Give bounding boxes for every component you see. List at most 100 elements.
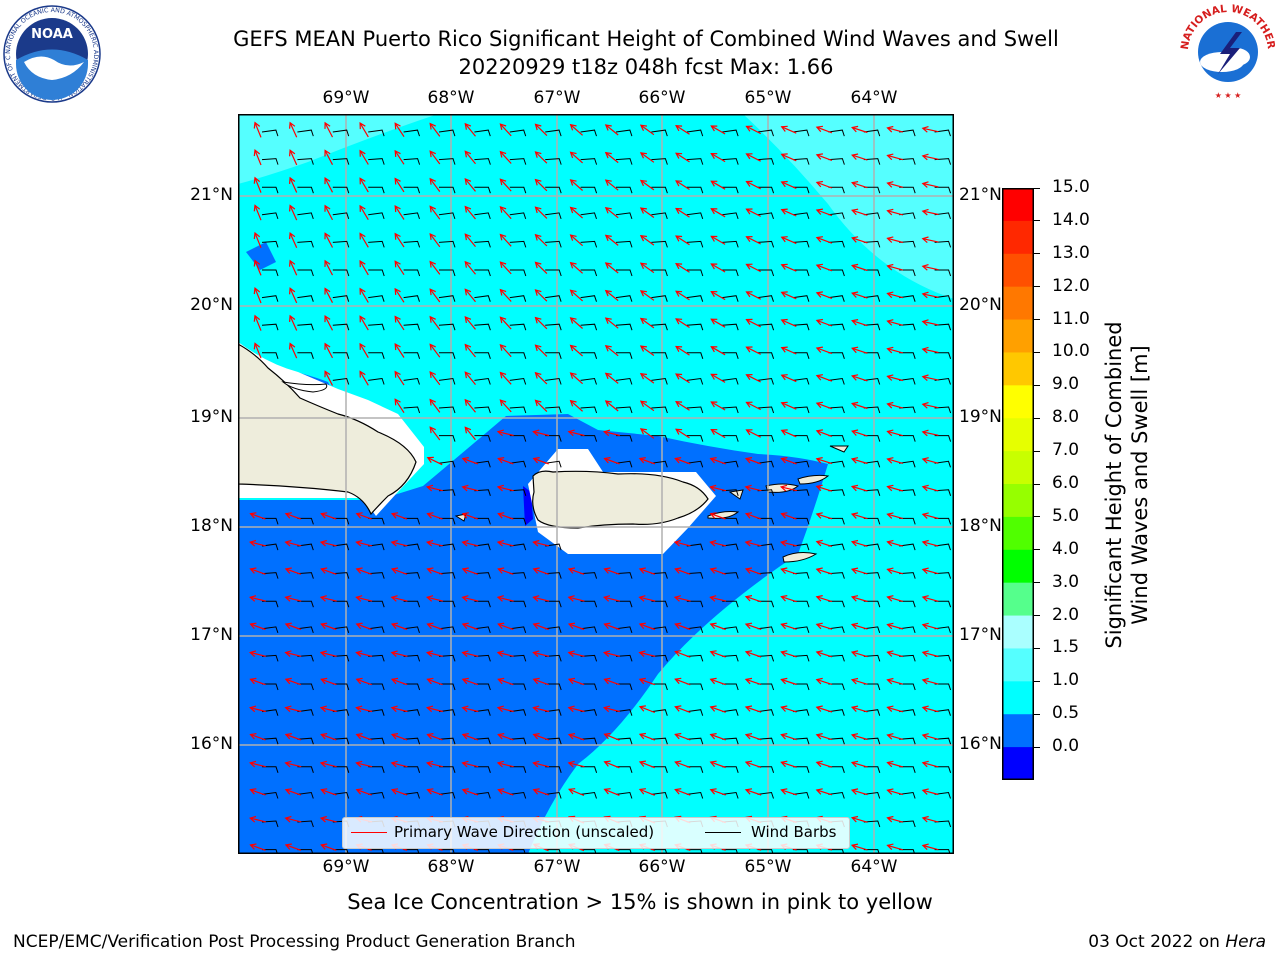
wind-barb [863, 240, 881, 248]
wave-direction-swatch [351, 832, 387, 833]
wave-direction-arrow [852, 237, 868, 244]
wave-direction-arrow [922, 624, 939, 630]
wind-barb [438, 737, 456, 745]
wave-direction-arrowhead [499, 288, 507, 296]
wind-barb [615, 377, 633, 385]
wind-barb [722, 654, 739, 662]
wind-barb [792, 654, 810, 662]
wind-barb [545, 435, 562, 442]
wave-direction-arrowhead [253, 121, 261, 129]
wave-direction-arrow [533, 596, 550, 602]
wind-barb [403, 186, 421, 194]
wave-direction-arrow [922, 679, 939, 685]
wind-barb [438, 212, 456, 220]
wave-direction-arrowhead [886, 567, 894, 575]
wave-direction-arrowhead [249, 733, 257, 740]
wave-direction-arrowhead [780, 705, 788, 712]
wave-direction-arrowhead [850, 567, 859, 575]
colorbar-tick-label: 14.0 [1052, 209, 1090, 230]
wave-direction-arrow [639, 596, 656, 602]
wind-barb [899, 572, 916, 579]
wave-direction-arrowhead [850, 843, 859, 851]
wave-direction-arrowhead [532, 429, 540, 437]
wave-direction-arrowhead [639, 372, 647, 380]
wind-barb [757, 460, 774, 468]
wave-direction-arrow [887, 486, 904, 492]
wave-direction-arrowhead [324, 232, 331, 240]
wind-barb [474, 572, 491, 579]
wave-direction-arrowhead [534, 316, 542, 324]
wave-direction-arrow [429, 178, 441, 192]
wave-direction-arrow [535, 151, 548, 164]
wind-barb [580, 323, 598, 331]
wave-direction-arrow [462, 678, 479, 686]
wave-direction-arrow [922, 486, 939, 492]
wind-barb [863, 543, 881, 551]
wind-barb [651, 683, 668, 691]
wind-barb [580, 766, 598, 773]
wind-barb [757, 626, 774, 634]
colorbar-tick-mark [1034, 319, 1040, 321]
noaa-logo: NATIONAL OCEANIC AND ATMOSPHERIC ADMINIS… [2, 4, 101, 103]
wind-barb [403, 543, 420, 551]
wave-direction-arrowhead [289, 231, 296, 240]
wave-direction-arrowhead [850, 512, 859, 519]
wind-barb [934, 709, 951, 716]
wave-direction-arrow [289, 343, 298, 359]
wave-direction-arrowhead [461, 512, 469, 519]
wave-direction-arrowhead [390, 788, 399, 795]
wind-barb [651, 295, 668, 302]
wind-barb [899, 323, 916, 331]
wind-barb [934, 791, 951, 799]
wave-direction-arrowhead [744, 484, 752, 492]
wave-direction-arrowhead [886, 125, 894, 133]
wave-direction-arrowhead [851, 181, 859, 188]
wave-direction-arrow [464, 261, 476, 275]
wave-direction-arrowhead [320, 733, 328, 740]
wave-direction-arrow [781, 596, 797, 603]
wave-direction-arrowhead [429, 370, 436, 378]
wind-barbs [261, 129, 952, 854]
wave-direction-arrow [250, 651, 266, 657]
wind-barb [509, 626, 527, 634]
chart-title: GEFS MEAN Puerto Rico Significant Height… [233, 27, 1059, 51]
wave-direction-arrowhead [710, 125, 718, 132]
wave-direction-arrowhead [464, 233, 472, 241]
wave-direction-arrowhead [355, 622, 363, 629]
wave-direction-arrow [851, 485, 868, 492]
wind-barb [651, 186, 668, 194]
wind-barb [368, 129, 385, 137]
wave-direction-arrow [604, 761, 620, 769]
wind-barb [792, 323, 810, 331]
wave-direction-arrowhead [426, 733, 434, 740]
colorbar-tick-label: 15.0 [1052, 177, 1090, 197]
wave-direction-arrowhead [464, 205, 472, 213]
wave-direction-arrowhead [429, 122, 436, 130]
wave-direction-arrow [640, 180, 655, 191]
wind-barb [792, 295, 810, 302]
wind-barb [615, 240, 633, 248]
wave-direction-arrow [745, 651, 762, 658]
wave-direction-arrow [254, 343, 262, 359]
wave-direction-arrow [816, 402, 833, 410]
wave-direction-arrow [359, 177, 369, 193]
wind-barb [509, 709, 527, 716]
wave-direction-arrowhead [639, 124, 647, 131]
wind-barb [792, 737, 810, 745]
colorbar-tick-mark [1034, 615, 1040, 617]
wave-direction-arrow [710, 153, 726, 163]
wave-direction-arrowhead [709, 650, 717, 657]
wave-direction-arrow [781, 513, 797, 520]
wind-barb [368, 766, 385, 773]
wave-direction-arrowhead [569, 151, 577, 159]
wave-direction-arrowhead [921, 815, 929, 823]
wave-direction-arrow [710, 346, 726, 356]
wave-direction-arrow [568, 651, 585, 657]
wind-barb [686, 543, 704, 551]
wind-barb [580, 435, 598, 442]
wave-direction-arrowhead [534, 289, 542, 296]
wave-direction-arrow [356, 678, 372, 686]
lat-label-right: 16°N [959, 734, 1002, 754]
wave-direction-arrowhead [534, 206, 542, 214]
wave-direction-arrowhead [569, 317, 577, 324]
